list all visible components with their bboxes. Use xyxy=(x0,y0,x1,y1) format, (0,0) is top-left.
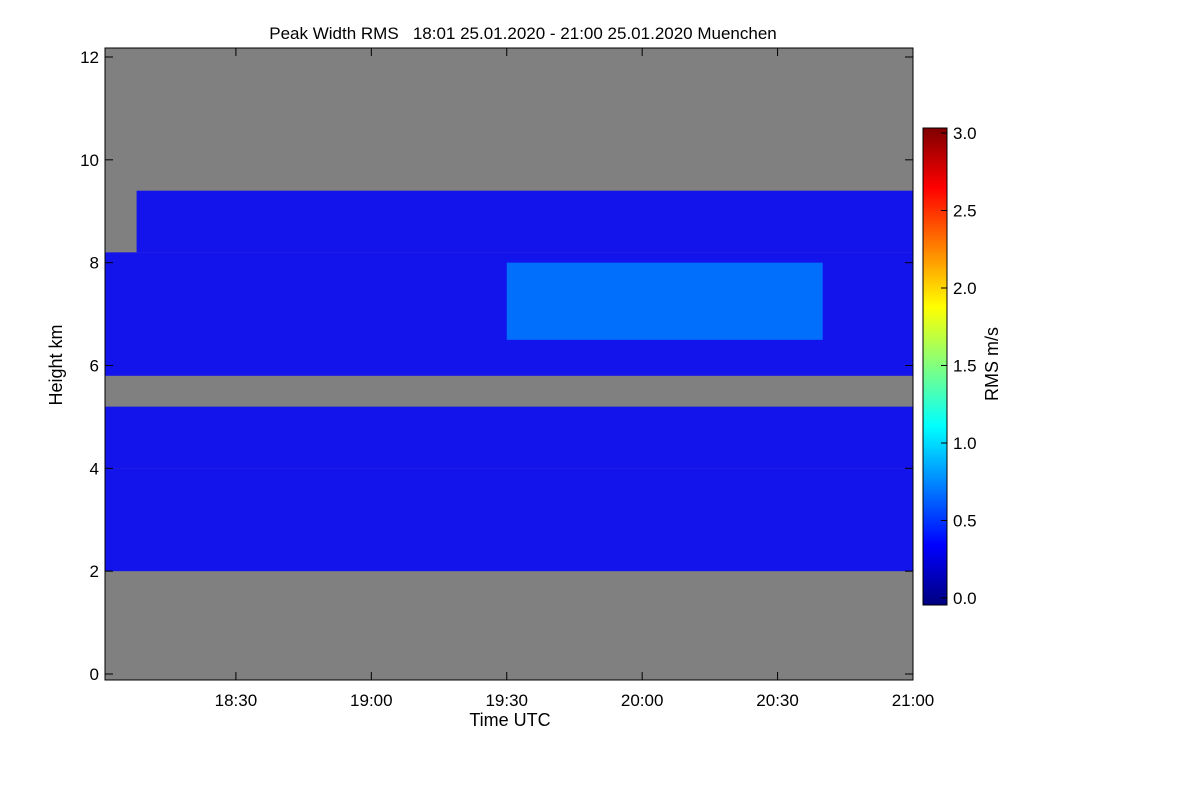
echo-region-enhanced-turbulence xyxy=(506,262,823,340)
x-tick-label: 19:00 xyxy=(350,691,393,710)
echo-region-cloud-4-5km xyxy=(105,406,913,469)
colorbar-tick-label: 2.5 xyxy=(953,202,977,221)
y-tick-label: 12 xyxy=(80,48,99,67)
y-tick-label: 10 xyxy=(80,151,99,170)
colorbar-tick-label: 3.0 xyxy=(953,124,977,143)
colorbar-tick-label: 0.0 xyxy=(953,589,977,608)
x-tick-label: 18:30 xyxy=(215,691,258,710)
echo-field xyxy=(105,190,913,572)
echo-region-low-cloud-2-4km xyxy=(105,468,913,572)
x-tick-label: 20:00 xyxy=(621,691,664,710)
x-axis: 18:30 19:00 19:30 20:00 20:30 21:00 xyxy=(215,48,935,710)
y-tick-label: 4 xyxy=(90,459,99,478)
y-tick-label: 0 xyxy=(90,665,99,684)
x-tick-label: 19:30 xyxy=(485,691,528,710)
y-tick-label: 2 xyxy=(90,562,99,581)
y-axis: 0 2 4 6 8 10 12 xyxy=(80,48,913,684)
chart-title: Peak Width RMS 18:01 25.01.2020 - 21:00 … xyxy=(269,24,777,43)
y-axis-label: Height km xyxy=(46,324,66,405)
colorbar-tick-label: 2.0 xyxy=(953,279,977,298)
plot-frame xyxy=(104,47,914,681)
x-axis-label: Time UTC xyxy=(469,710,550,730)
x-tick-label: 21:00 xyxy=(892,691,935,710)
y-tick-label: 6 xyxy=(90,357,99,376)
colorbar-tick-label: 0.5 xyxy=(953,512,977,531)
colorbar-label: RMS m/s xyxy=(982,327,1002,401)
colorbar-tick-label: 1.5 xyxy=(953,357,977,376)
echo-region-high-cloud-8-9km xyxy=(136,190,913,253)
x-tick-label: 20:30 xyxy=(756,691,799,710)
colorbar-axis: 0.0 0.5 1.0 1.5 2.0 2.5 3.0 xyxy=(941,124,977,608)
colorbar-tick-label: 1.0 xyxy=(953,434,977,453)
colorbar xyxy=(922,127,948,606)
y-tick-label: 8 xyxy=(90,254,99,273)
